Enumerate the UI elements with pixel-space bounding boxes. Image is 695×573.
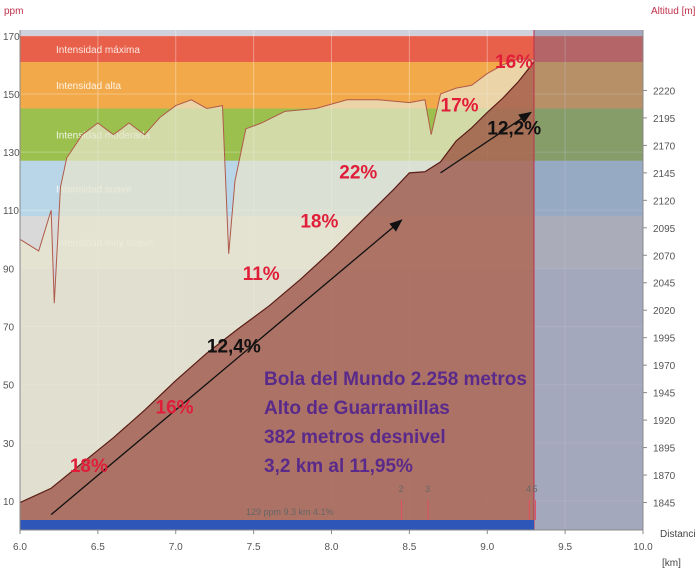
heart-rate-line [19, 58, 534, 304]
y-left-tick-label-4: 90 [3, 264, 15, 275]
y-right-tick-label-9: 2070 [653, 251, 676, 262]
altitude-line [19, 61, 535, 504]
x-tick-label-1: 6.5 [91, 542, 105, 553]
trend-arrow-0 [50, 219, 403, 516]
y-right-tick-label-5: 1970 [653, 361, 676, 372]
altitude-area [20, 61, 534, 530]
trend-arrow-1 [440, 111, 532, 174]
average-grade-label-7: 12,4% [207, 337, 261, 358]
y-left-tick-label-8: 170 [3, 32, 20, 43]
y-right-tick-label-8: 2045 [653, 279, 676, 290]
y-right-tick-label-15: 2220 [653, 86, 676, 97]
x-tick-label-7: 9.5 [558, 542, 572, 553]
y-left-tick-label-7: 150 [3, 90, 20, 101]
x-tick-label-4: 8.0 [325, 542, 339, 553]
gradient-label-6: 16% [495, 52, 533, 73]
left-axis-unit: ppm [4, 6, 23, 17]
marker-label-0: 2 [399, 484, 404, 494]
zone-label-0: Intensidad máxima [56, 45, 140, 56]
axes: 6.0 6.5 7.0 7.5 8.0 8.5 9.0 9.5 10.0 10 30 50 70 90 11… [3, 30, 676, 553]
y-left-tick-label-6: 130 [3, 148, 20, 159]
y-left-tick-label-0: 10 [3, 497, 15, 508]
annotation-labels: 18% 16% 11% 18% 22% 17% 16% 12,4% 12,2% [70, 52, 541, 477]
gradient-label-4: 22% [339, 162, 377, 183]
info-line-peak: Bola del Mundo 2.258 metros [264, 369, 527, 390]
after-end-shade [533, 30, 643, 530]
y-right-tick-label-1: 1870 [653, 471, 676, 482]
gradient-label-2: 11% [243, 264, 280, 285]
trend-arrows [50, 111, 532, 516]
y-right-tick-label-6: 1995 [653, 334, 676, 345]
y-left-tick-label-2: 50 [3, 381, 15, 392]
x-axis-title: Distancia [660, 529, 695, 540]
y-right-tick-label-14: 2195 [653, 114, 676, 125]
gradient-label-1: 16% [156, 398, 194, 419]
x-tick-label-8: 10.0 [633, 542, 653, 553]
marker-label-1: 3 [425, 484, 430, 494]
y-right-tick-label-11: 2120 [653, 196, 676, 207]
marker-label-3: 5 [533, 484, 538, 494]
gradient-label-0: 18% [70, 456, 108, 477]
x-tick-label-3: 7.5 [247, 542, 261, 553]
y-right-tick-label-12: 2145 [653, 169, 676, 180]
y-left-tick-label-1: 30 [3, 439, 15, 450]
gradient-label-3: 18% [300, 212, 338, 233]
right-axis-unit: Altitud [m] [651, 6, 695, 17]
x-tick-label-0: 6.0 [13, 542, 27, 553]
y-right-tick-label-0: 1845 [653, 499, 676, 510]
y-right-tick-label-10: 2095 [653, 224, 676, 235]
x-axis-unit: [km] [662, 558, 681, 569]
y-right-tick-label-13: 2170 [653, 141, 676, 152]
altitude-series [19, 61, 535, 530]
info-line-distance-grade: 3,2 km al 11,95% [264, 456, 413, 477]
ride-progress-bar [20, 520, 534, 530]
gradient-label-5: 17% [441, 95, 479, 116]
y-right-tick-label-3: 1920 [653, 416, 676, 427]
zone-band-0 [20, 35, 643, 62]
info-line-pass: Alto de Guarramillas [264, 398, 450, 419]
y-right-tick-label-2: 1895 [653, 444, 676, 455]
post-ride-shade [20, 30, 643, 530]
x-tick-label-5: 8.5 [402, 542, 416, 553]
zone-label-1: Intensidad alta [56, 81, 121, 92]
x-tick-label-6: 9.0 [480, 542, 494, 553]
status-readout: 129 ppm 9.3 km 4.1% [246, 507, 334, 517]
average-grade-label-8: 12,2% [487, 119, 541, 140]
y-right-tick-label-4: 1945 [653, 389, 676, 400]
marker-label-2: 4 [526, 484, 531, 494]
zone-band-1 [20, 61, 643, 109]
y-left-tick-label-3: 70 [3, 323, 15, 334]
info-line-elevation-gain: 382 metros desnivel [264, 427, 446, 448]
x-tick-label-2: 7.0 [169, 542, 183, 553]
y-right-tick-label-7: 2020 [653, 306, 676, 317]
y-left-tick-label-5: 110 [3, 206, 19, 217]
